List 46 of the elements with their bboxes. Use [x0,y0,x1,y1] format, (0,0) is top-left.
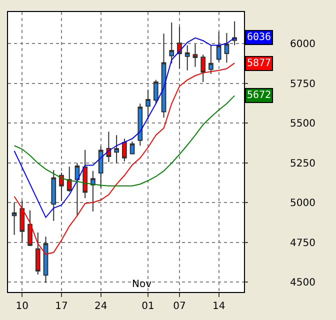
y-tick-label: 5750 [290,78,316,90]
line-series [14,95,236,186]
data-label: 5672 [247,90,272,101]
y-tick-label: 6000 [290,39,316,50]
y-tick-label: 4500 [290,278,316,289]
x-tick-label: 14 [212,301,226,312]
candlestick [224,32,230,64]
y-tick-label: 5500 [290,118,316,130]
candlestick [51,170,56,222]
candlestick [59,172,64,202]
annotation: Nov [132,279,152,290]
candlestick [82,149,88,199]
data-label: 5877 [247,58,272,69]
y-tick-label: 4750 [290,238,316,249]
candlestick [146,89,150,120]
y-tick-label: 5000 [290,198,316,210]
x-tick-label: 10 [16,301,29,312]
x-tick-label: 01 [142,301,154,312]
candlestick [192,44,198,68]
candlestick [169,22,174,64]
candlestick [90,170,96,212]
candlestick [177,26,182,70]
candlestick [98,146,104,188]
x-tick-label: 17 [55,301,68,312]
candlestick [20,200,25,242]
candlestick [130,141,135,155]
candlestick [208,44,214,74]
x-tick-label: 07 [173,301,186,312]
candlestick [106,131,112,163]
candlestick [161,33,166,118]
candlestick [153,79,158,104]
candlestick [43,236,48,284]
x-tick-label: 24 [94,301,108,312]
candlestick [184,44,190,71]
candlestick [28,210,32,247]
y-tick-label: 5250 [290,158,316,170]
candlestick [138,103,143,146]
data-label: 6036 [247,32,272,43]
candlestick [122,138,127,162]
line-series [14,37,236,218]
candlestick [12,202,17,236]
candlestick [74,162,80,216]
candlestick [66,166,72,192]
candlestick [232,20,237,46]
candlestick [216,31,222,62]
candlestick [114,134,119,164]
